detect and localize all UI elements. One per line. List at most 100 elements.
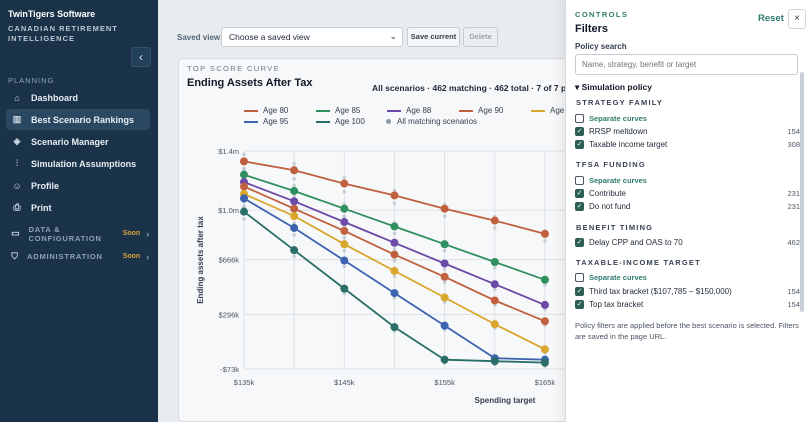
series-point: [390, 250, 399, 259]
legend-item-age-85[interactable]: Age 85: [316, 106, 360, 115]
checkbox-checked-icon[interactable]: ✓: [575, 201, 584, 211]
filter-option[interactable]: ✓ Delay CPP and OAS to 70 462: [575, 236, 800, 248]
collapse-sidebar-button[interactable]: ‹: [131, 47, 151, 67]
legend-item-all-matching[interactable]: All matching scenarios: [382, 117, 477, 126]
series-point: [490, 216, 499, 225]
checkbox-icon[interactable]: [575, 113, 584, 123]
checkbox-checked-icon[interactable]: ✓: [575, 237, 584, 247]
saved-view-label: Saved view: [177, 33, 221, 42]
soon-badge: Soon: [122, 253, 141, 260]
y-tick-label: -$73k: [220, 365, 239, 374]
series-point: [290, 204, 299, 213]
checkbox-checked-icon[interactable]: ✓: [575, 139, 584, 149]
filter-option[interactable]: ✓ Taxable income target 308: [575, 138, 800, 150]
filter-option-label: Separate curves: [589, 272, 647, 282]
policy-search-label: Policy search: [575, 42, 627, 51]
panel-footer-note: Policy filters are applied before the be…: [575, 321, 799, 341]
panel-title: Filters: [575, 23, 609, 35]
scenario-point: [392, 258, 397, 263]
legend-item-age-80[interactable]: Age 80: [244, 106, 288, 115]
checkbox-checked-icon[interactable]: ✓: [575, 188, 584, 198]
series-point: [290, 166, 299, 175]
sidebar-item-label: Simulation Assumptions: [31, 158, 137, 169]
filter-option-count: 308: [787, 139, 800, 149]
checkbox-checked-icon[interactable]: ✓: [575, 126, 584, 136]
scenario-point: [342, 248, 347, 253]
legend-swatch: [531, 109, 545, 112]
save-current-button[interactable]: Save current: [407, 27, 460, 47]
checkbox-icon[interactable]: [575, 175, 584, 185]
scenario-point: [492, 266, 497, 270]
sliders-icon: ⫶: [15, 158, 19, 168]
layers-icon: ◈: [13, 136, 21, 146]
sidebar-item-print[interactable]: ⎙ Print: [6, 197, 150, 218]
delete-button[interactable]: Delete: [463, 27, 498, 47]
series-point: [240, 194, 248, 203]
legend-dot: [386, 119, 391, 124]
legend-label: Age 9: [550, 106, 571, 115]
sidebar-group-data-configuration[interactable]: ▭ DATA & CONFIGURATION Soon ›: [6, 223, 150, 244]
y-tick-label: $666k: [219, 256, 240, 265]
series-point: [540, 345, 549, 354]
separate-curves-checkbox[interactable]: Separate curves: [575, 271, 800, 283]
sidebar-item-scenario-manager[interactable]: ◈ Scenario Manager: [6, 131, 150, 152]
filter-option[interactable]: ✓ RRSP meltdown 154: [575, 125, 800, 137]
series-point: [290, 186, 299, 195]
series-point: [440, 355, 449, 364]
scenario-point: [392, 274, 397, 279]
sidebar-group-label: ADMINISTRATION: [27, 252, 103, 261]
series-point: [340, 284, 349, 293]
series-point: [440, 272, 449, 281]
series-point: [440, 259, 449, 268]
checkbox-checked-icon[interactable]: ✓: [575, 299, 584, 309]
simulation-policy-toggle[interactable]: ▾ Simulation policy: [575, 82, 652, 92]
sidebar-item-label: Profile: [31, 180, 60, 191]
legend-item-age-95[interactable]: Age 95: [244, 117, 288, 126]
series-point: [540, 275, 549, 284]
scenario-point: [292, 254, 296, 259]
separate-curves-checkbox[interactable]: Separate curves: [575, 174, 800, 186]
saved-view-select[interactable]: Choose a saved view ⌄: [221, 27, 403, 47]
sidebar-item-simulation-assumptions[interactable]: ⫶ Simulation Assumptions: [6, 153, 150, 174]
series-point: [490, 280, 499, 289]
checkbox-checked-icon[interactable]: ✓: [575, 286, 584, 296]
scenario-point: [342, 291, 347, 296]
separate-curves-checkbox[interactable]: Separate curves: [575, 112, 800, 124]
filter-option[interactable]: ✓ Third tax bracket ($107,785 – $150,000)…: [575, 285, 800, 297]
sidebar-item-best-scenario-rankings[interactable]: ▥ Best Scenario Rankings: [6, 109, 150, 130]
panel-scrollbar[interactable]: [800, 72, 804, 312]
chart-stats: All scenarios · 462 matching · 462 total…: [372, 83, 565, 93]
legend-item-age-100[interactable]: Age 100: [316, 117, 365, 126]
scenario-point: [242, 152, 246, 157]
filter-option[interactable]: ✓ Top tax bracket 154: [575, 298, 800, 310]
policy-search-input[interactable]: [575, 54, 798, 75]
close-icon[interactable]: ×: [788, 9, 806, 29]
checkbox-icon[interactable]: [575, 272, 584, 282]
legend-label: All matching scenarios: [397, 117, 478, 126]
sidebar-group-administration[interactable]: ⛉ ADMINISTRATION Soon ›: [6, 246, 150, 267]
scenario-point: [442, 214, 447, 218]
reset-button[interactable]: Reset: [758, 13, 784, 24]
scenario-point: [292, 183, 296, 188]
legend-item-age-90[interactable]: Age 90: [459, 106, 503, 115]
series-point: [390, 238, 399, 247]
filter-option-label: Do not fund: [589, 201, 631, 211]
scenario-point: [342, 189, 347, 194]
series-point: [290, 212, 299, 221]
filter-option[interactable]: ✓ Do not fund 231: [575, 200, 800, 212]
filter-option[interactable]: ✓ Contribute 231: [575, 187, 800, 199]
series-point: [240, 157, 248, 166]
series-point: [390, 266, 399, 275]
legend-swatch: [316, 109, 330, 112]
legend-item-age-9[interactable]: Age 9: [531, 106, 571, 115]
scenario-point: [392, 201, 397, 206]
shield-icon: ⛉: [11, 251, 19, 261]
series-point: [490, 257, 499, 266]
sidebar-item-dashboard[interactable]: ⌂ Dashboard: [6, 87, 150, 108]
legend-label: Age 88: [406, 106, 432, 115]
filter-option-label: Top tax bracket: [589, 299, 644, 309]
legend-item-age-88[interactable]: Age 88: [387, 106, 431, 115]
scenario-point: [392, 231, 397, 236]
chart-title: Ending Assets After Tax: [187, 77, 313, 89]
sidebar-item-profile[interactable]: ☺ Profile: [6, 175, 150, 196]
